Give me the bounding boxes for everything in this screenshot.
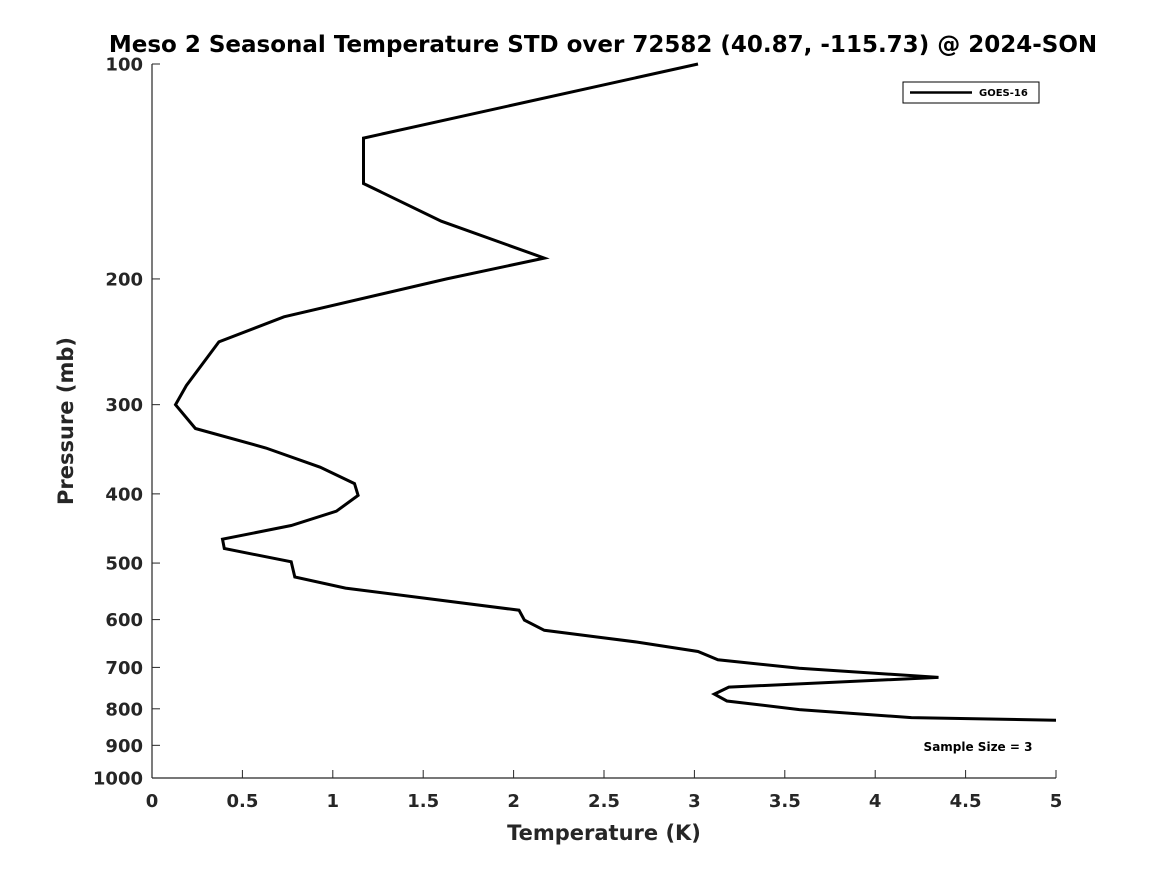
x-axis-ticks: 0 0.5 1 1.5 2 2.5 3 3.5 4 4.5 5: [146, 770, 1063, 812]
y-tick-label: 800: [105, 699, 143, 720]
y-tick-label: 300: [105, 395, 143, 416]
sample-size-annotation: Sample Size = 3: [924, 740, 1033, 754]
y-axis-ticks: 100 200 300 400 500 600 700 800 900 1000: [93, 55, 160, 790]
chart-title: Meso 2 Seasonal Temperature STD over 725…: [109, 32, 1097, 58]
x-tick-label: 4.5: [950, 791, 982, 812]
x-tick-label: 0.5: [226, 791, 258, 812]
x-axis-label: Temperature (K): [507, 821, 701, 845]
x-tick-label: 0: [146, 791, 159, 812]
y-tick-label: 600: [105, 610, 143, 631]
x-tick-label: 3.5: [769, 791, 801, 812]
series-line-goes-16: [173, 62, 1057, 722]
y-axis-label: Pressure (mb): [54, 337, 78, 505]
x-tick-label: 5: [1050, 791, 1063, 812]
plot-area: [151, 64, 1056, 779]
legend-entry-goes-16: GOES-16: [979, 88, 1028, 99]
x-tick-label: 3: [688, 791, 701, 812]
x-tick-label: 4: [869, 791, 882, 812]
y-tick-label: 100: [105, 55, 143, 76]
y-tick-label: 700: [105, 658, 143, 679]
x-tick-label: 2.5: [588, 791, 620, 812]
y-tick-label: 400: [105, 484, 143, 505]
legend: GOES-16: [902, 81, 1040, 104]
y-tick-label: 900: [105, 736, 143, 757]
y-tick-label: 500: [105, 554, 143, 575]
x-tick-label: 1.5: [407, 791, 439, 812]
x-tick-label: 1: [327, 791, 340, 812]
series-layer: [173, 62, 1057, 722]
x-tick-label: 2: [507, 791, 520, 812]
y-tick-label: 1000: [93, 769, 143, 790]
y-tick-label: 200: [105, 269, 143, 290]
